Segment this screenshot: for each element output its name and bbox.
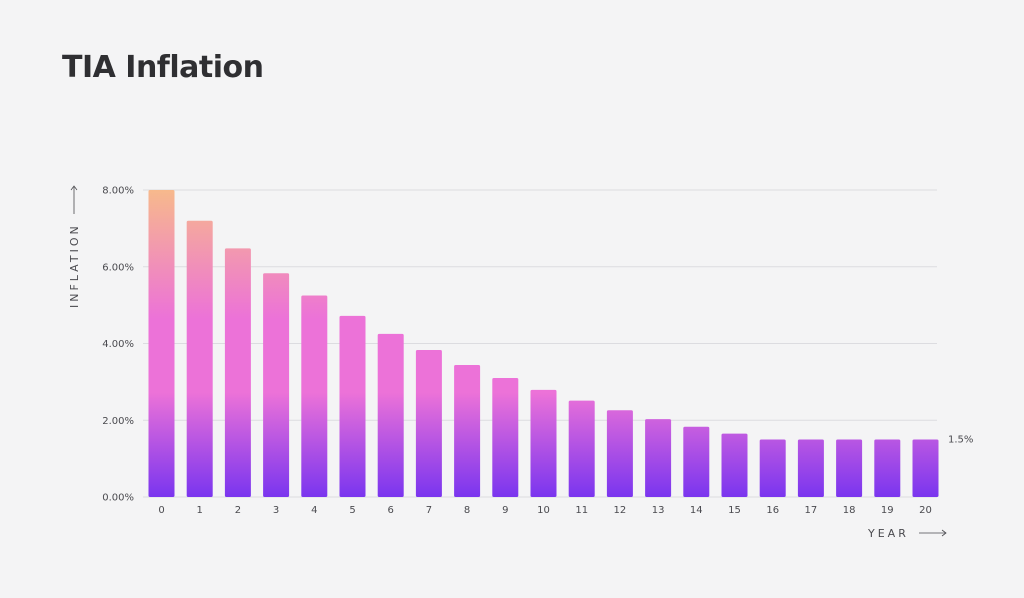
x-tick-label: 10 xyxy=(537,505,550,516)
bar-year-11 xyxy=(568,400,595,497)
bar-year-14 xyxy=(683,426,710,497)
x-tick-label: 18 xyxy=(843,505,856,516)
x-tick-label: 13 xyxy=(652,505,665,516)
x-tick-label: 3 xyxy=(273,505,279,516)
bar-year-19 xyxy=(874,439,901,497)
x-tick-label: 4 xyxy=(311,505,317,516)
bar-year-5 xyxy=(339,315,366,497)
bars xyxy=(148,190,939,497)
x-tick-label: 11 xyxy=(575,505,588,516)
bar-year-13 xyxy=(645,419,672,497)
bar-year-7 xyxy=(415,350,442,497)
y-tick-label: 4.00% xyxy=(102,339,134,350)
x-tick-label: 9 xyxy=(502,505,508,516)
y-tick-label: 0.00% xyxy=(102,493,134,504)
y-axis-arrow-head-icon xyxy=(70,185,78,191)
x-tick-label: 17 xyxy=(805,505,818,516)
bar-year-12 xyxy=(606,410,633,497)
bar-year-0 xyxy=(148,190,175,497)
x-tick-label: 14 xyxy=(690,505,703,516)
y-axis-title: INFLATION xyxy=(68,223,81,308)
x-tick-label: 16 xyxy=(766,505,779,516)
x-tick-label: 1 xyxy=(197,505,203,516)
bar-year-18 xyxy=(836,439,863,497)
x-tick-label: 5 xyxy=(349,505,355,516)
x-axis-ticks: 0 1 2 3 4 5 6 7 8 9 10 11 12 13 14 15 16 17 18 19 20 xyxy=(158,505,932,516)
x-tick-label: 20 xyxy=(919,505,932,516)
x-tick-label: 8 xyxy=(464,505,470,516)
bar-year-9 xyxy=(492,378,519,497)
bar-year-1 xyxy=(186,220,213,497)
y-tick-label: 6.00% xyxy=(102,262,134,273)
x-axis-title: YEAR xyxy=(867,527,909,540)
bar-year-16 xyxy=(759,439,786,497)
y-axis-ticks: 0.00% 2.00% 4.00% 6.00% 8.00% xyxy=(102,186,134,504)
x-axis-arrow-head-icon xyxy=(941,529,947,537)
x-tick-label: 2 xyxy=(235,505,241,516)
bar-year-2 xyxy=(224,248,251,497)
x-tick-label: 6 xyxy=(388,505,394,516)
final-rate-annotation: 1.5% xyxy=(948,434,973,445)
bar-year-10 xyxy=(530,389,557,497)
x-axis-title-group: YEAR xyxy=(867,527,947,540)
bar-year-8 xyxy=(454,364,481,497)
bar-year-3 xyxy=(263,273,290,497)
y-tick-label: 8.00% xyxy=(102,186,134,197)
x-tick-label: 15 xyxy=(728,505,741,516)
y-tick-label: 2.00% xyxy=(102,416,134,427)
page-title: TIA Inflation xyxy=(62,50,264,85)
y-axis-title-group: INFLATION xyxy=(68,185,81,308)
bar-year-4 xyxy=(301,295,328,497)
x-tick-label: 19 xyxy=(881,505,894,516)
x-tick-label: 0 xyxy=(158,505,164,516)
x-tick-label: 12 xyxy=(614,505,627,516)
bar-year-6 xyxy=(377,333,404,497)
bar-year-15 xyxy=(721,433,748,497)
bar-year-20 xyxy=(912,439,939,497)
bar-year-17 xyxy=(797,439,824,497)
x-tick-label: 7 xyxy=(426,505,432,516)
